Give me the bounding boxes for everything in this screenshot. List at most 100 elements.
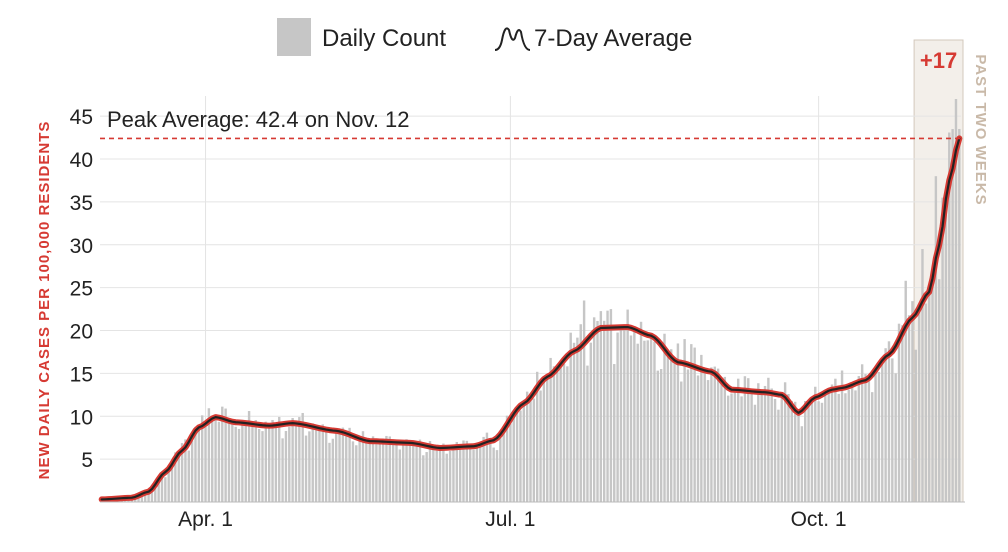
daily-bar	[278, 416, 281, 502]
daily-bar	[556, 367, 559, 502]
daily-bar	[924, 303, 928, 502]
past-two-weeks-label: PAST TWO WEEKS	[972, 54, 989, 205]
daily-bar	[643, 340, 646, 502]
daily-bar	[566, 366, 569, 502]
daily-bar	[475, 444, 479, 502]
daily-bar	[700, 354, 703, 502]
y-tick-label: 20	[70, 321, 93, 344]
daily-bar	[405, 439, 408, 502]
daily-bar	[720, 381, 723, 502]
daily-bar	[683, 339, 686, 502]
daily-bar	[525, 391, 529, 502]
daily-bar	[448, 450, 452, 502]
daily-bar	[288, 427, 291, 502]
daily-bar	[911, 301, 914, 502]
daily-bar	[881, 357, 884, 502]
daily-bar	[254, 420, 257, 502]
daily-bar	[656, 370, 660, 502]
daily-bar	[830, 384, 834, 502]
daily-bar	[485, 432, 489, 502]
daily-bar	[257, 429, 261, 502]
daily-bar	[589, 342, 593, 502]
daily-bar	[901, 325, 904, 502]
daily-bar	[767, 377, 770, 502]
daily-bar	[623, 327, 626, 502]
daily-bar	[418, 439, 422, 502]
daily-bar	[264, 421, 268, 502]
daily-bar	[871, 392, 874, 502]
daily-bar	[200, 415, 204, 502]
daily-bar	[495, 450, 499, 502]
daily-bar	[706, 380, 710, 502]
daily-bar	[914, 349, 917, 502]
daily-bar	[804, 400, 807, 502]
daily-bar	[204, 422, 207, 502]
daily-bar	[616, 332, 619, 502]
daily-bar	[787, 394, 790, 502]
daily-bar	[670, 349, 673, 502]
daily-bar	[401, 444, 405, 502]
daily-bar	[844, 393, 847, 502]
daily-bar	[247, 411, 251, 502]
daily-bar	[747, 378, 750, 502]
daily-bar	[582, 300, 586, 502]
daily-bar	[217, 421, 221, 502]
daily-bar	[428, 441, 432, 502]
daily-bar	[807, 404, 810, 502]
daily-bar	[502, 429, 505, 502]
daily-bars	[100, 99, 961, 503]
daily-bar	[730, 393, 733, 502]
daily-bar	[676, 343, 680, 502]
y-axis-ticks: 5 10 15 20 25 30 35 40 45	[70, 106, 93, 472]
daily-bar	[197, 428, 201, 502]
daily-bar	[214, 417, 217, 502]
daily-bar	[321, 424, 324, 502]
daily-bar	[375, 442, 378, 502]
daily-bar	[639, 321, 643, 502]
daily-bar	[770, 388, 773, 502]
daily-bar	[696, 375, 700, 502]
daily-bar	[137, 495, 140, 502]
daily-bar	[164, 477, 167, 502]
daily-bar	[318, 430, 321, 502]
daily-bar	[592, 317, 596, 502]
daily-bar	[693, 347, 696, 502]
daily-bar	[649, 334, 653, 502]
legend: Daily Count 7-Day Average	[277, 18, 692, 56]
daily-bar	[817, 401, 820, 502]
daily-bar	[435, 450, 438, 502]
daily-bar	[519, 410, 522, 502]
daily-bar	[365, 441, 368, 502]
daily-bar	[532, 398, 536, 502]
daily-bar	[368, 439, 371, 502]
daily-bar	[334, 431, 338, 502]
daily-bar	[790, 400, 794, 502]
daily-bar	[445, 453, 448, 502]
daily-bar	[492, 447, 495, 502]
daily-bar	[274, 424, 278, 502]
daily-bar	[261, 431, 264, 502]
daily-bar	[512, 410, 515, 502]
legend-average-icon	[494, 27, 531, 51]
daily-bar	[328, 442, 331, 502]
daily-bar	[144, 492, 147, 502]
daily-bar	[546, 378, 549, 502]
daily-bar	[465, 440, 469, 502]
daily-bar	[854, 390, 857, 502]
daily-bar	[324, 432, 328, 502]
daily-bar	[797, 414, 800, 502]
daily-bar	[907, 315, 911, 502]
daily-bar	[653, 341, 656, 502]
daily-bar	[559, 363, 562, 502]
daily-bar	[777, 409, 780, 502]
daily-bar	[221, 406, 224, 502]
daily-bar	[750, 392, 753, 502]
y-tick-label: 45	[70, 106, 93, 129]
daily-bar	[904, 280, 907, 502]
daily-bar	[737, 378, 740, 502]
daily-bar	[726, 395, 730, 502]
daily-bar	[874, 369, 877, 502]
daily-bar	[626, 309, 629, 502]
daily-bar	[207, 408, 211, 502]
daily-bar	[921, 249, 924, 502]
